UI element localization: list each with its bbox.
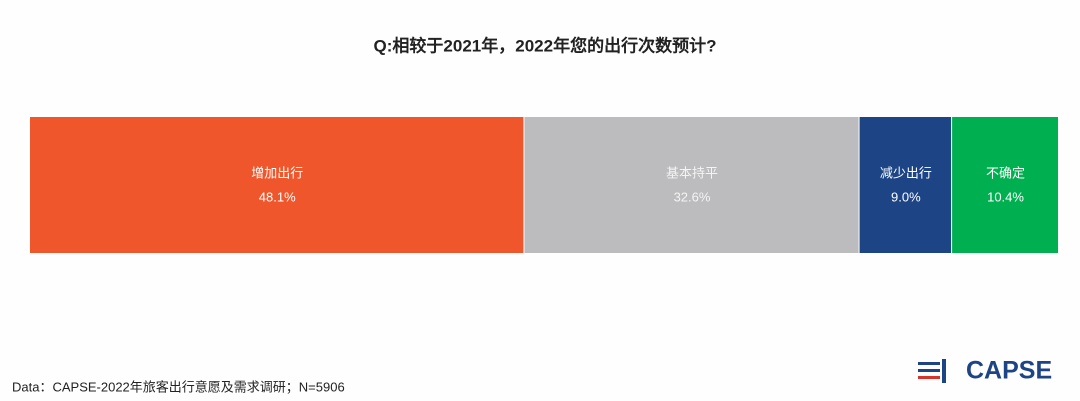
bar-segment [952,117,1058,253]
bar-segment [524,117,859,253]
value-label: 48.1% [259,189,296,204]
logo-stripe [918,369,940,372]
logo-text: CAPSE [966,357,1052,385]
value-label: 32.6% [674,189,711,204]
logo: CAPSE [918,357,1052,385]
segment-label: 不确定 [986,165,1025,180]
chart-title: Q:相较于2021年，2022年您的出行次数预计? [374,35,717,55]
source-note: Data：CAPSE-2022年旅客出行意愿及需求调研；N=5906 [12,379,345,395]
segment-label: 减少出行 [880,165,932,180]
segment-label: 基本持平 [666,165,718,180]
bar-segment [30,117,524,253]
logo-stripe [942,359,946,383]
bar-segment [859,117,952,253]
logo-stripe [918,376,940,379]
value-label: 9.0% [891,189,921,204]
value-label: 10.4% [987,189,1024,204]
segment-label: 增加出行 [251,165,303,180]
logo-stripe [918,362,940,365]
